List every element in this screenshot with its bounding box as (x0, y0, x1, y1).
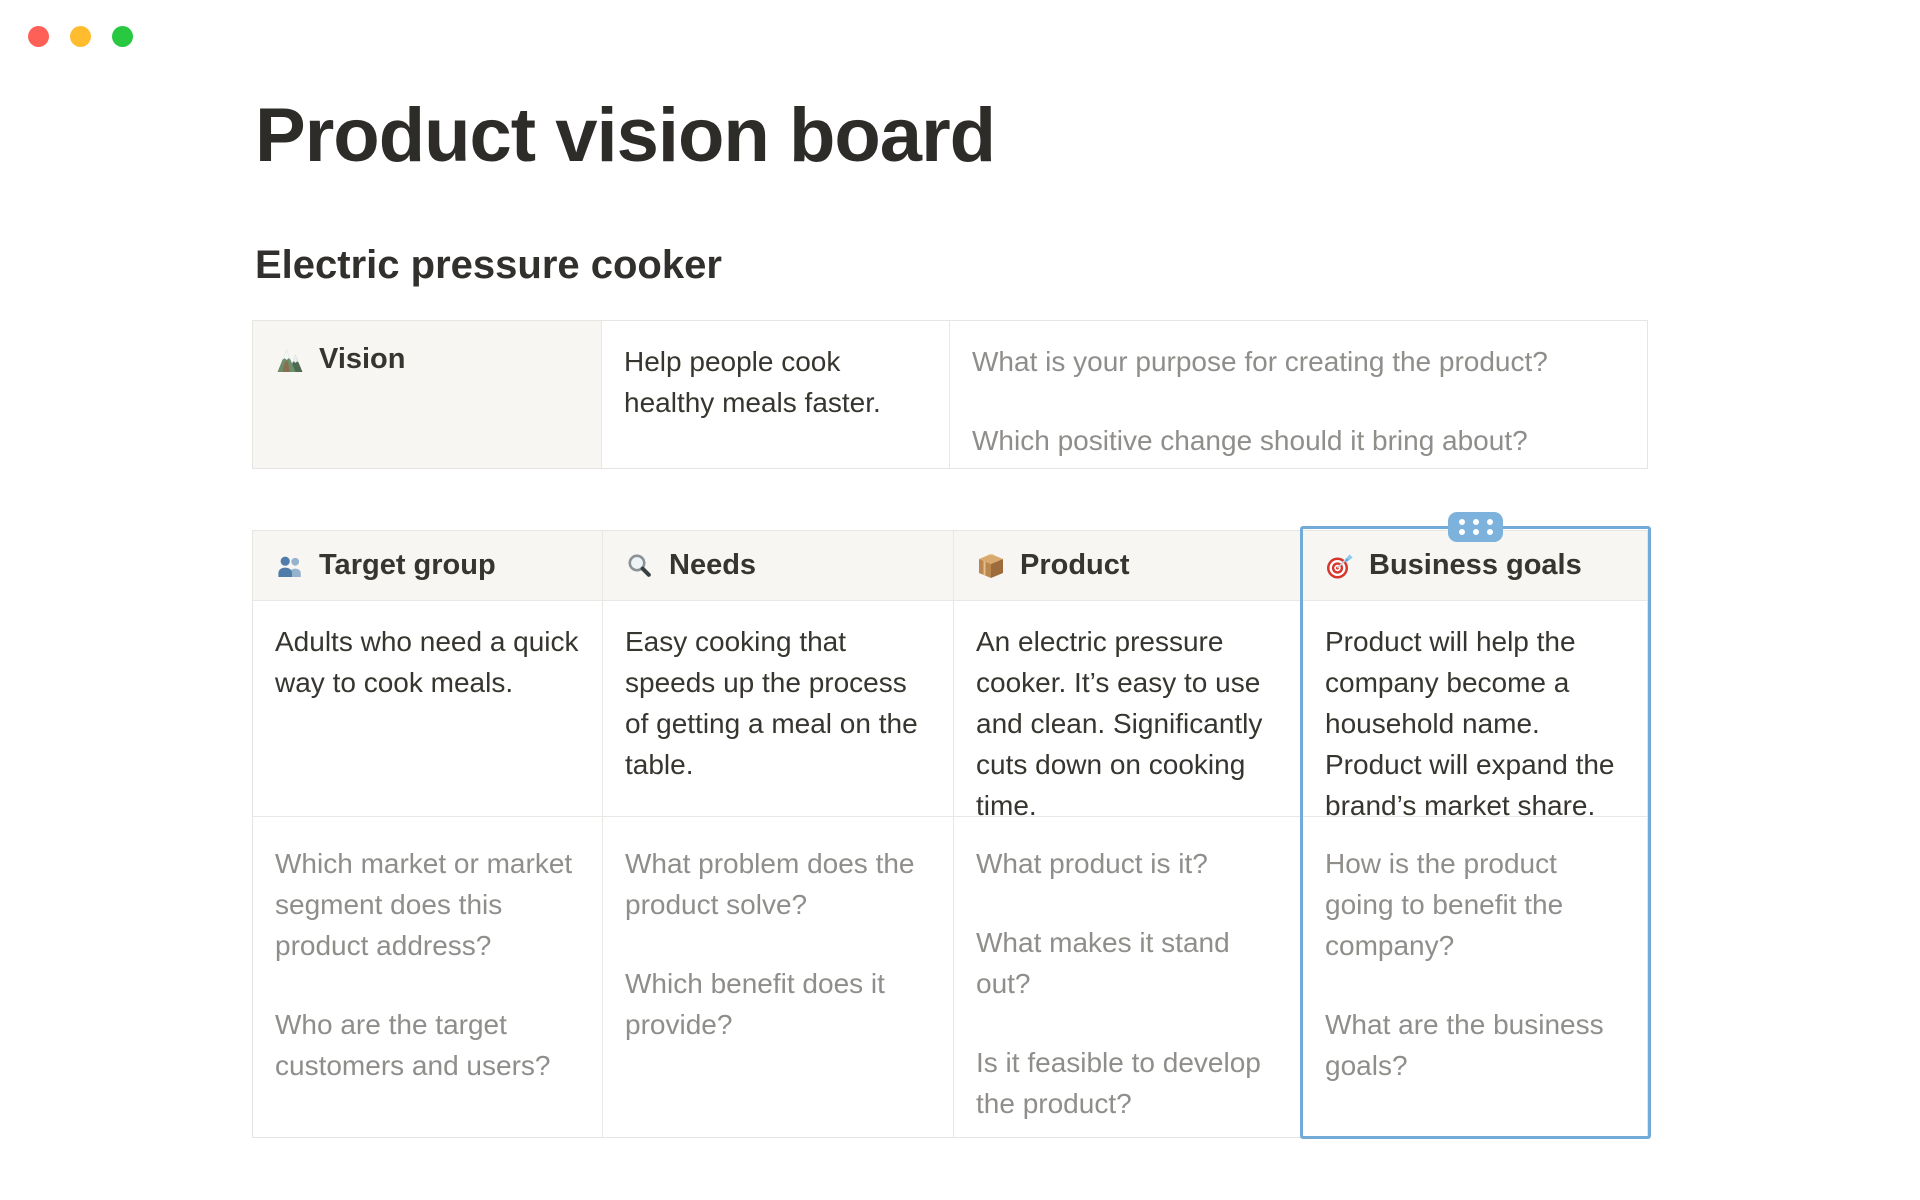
header-cell-target-group[interactable]: Target group (253, 531, 603, 601)
vision-header-label: Vision (319, 343, 406, 375)
header-label: Needs (669, 549, 757, 581)
answer-cell-product[interactable]: An electric pressure cooker. It’s easy t… (954, 601, 1303, 817)
answer-cell-target-group[interactable]: Adults who need a quick way to cook meal… (253, 601, 603, 817)
vision-prompt: Which positive change should it bring ab… (972, 425, 1528, 456)
page-title[interactable]: Product vision board (255, 93, 996, 178)
prompt: Who are the target customers and users? (275, 1009, 551, 1081)
drag-dot (1458, 529, 1465, 535)
prompt: What product is it? (976, 848, 1208, 879)
board-table: Target group Needs Product (252, 530, 1648, 1138)
minimize-button[interactable] (70, 26, 91, 47)
prompt: Which benefit does it provide? (625, 968, 885, 1040)
prompt: What are the business goals? (1325, 1009, 1604, 1081)
prompt: What makes it stand out? (976, 927, 1230, 999)
prompt: Is it feasible to develop the product? (976, 1047, 1261, 1119)
mountain-emoji (277, 349, 303, 372)
window-controls (28, 26, 133, 47)
header-cell-needs[interactable]: Needs (603, 531, 954, 601)
busts-in-silhouette-emoji (278, 556, 301, 577)
package-emoji (979, 553, 1003, 578)
prompts-cell-business-goals[interactable]: How is the product going to benefit the … (1303, 817, 1647, 1137)
dart-target-emoji (1327, 554, 1353, 578)
drag-dot (1486, 519, 1493, 525)
prompts-cell-product[interactable]: What product is it? What makes it stand … (954, 817, 1303, 1137)
close-button[interactable] (28, 26, 49, 47)
page-subtitle[interactable]: Electric pressure cooker (255, 243, 722, 287)
magnifying-glass-emoji (628, 554, 651, 577)
drag-dot (1486, 529, 1493, 535)
vision-table: Vision Help people cook healthy meals fa… (252, 320, 1648, 469)
vision-prompt: What is your purpose for creating the pr… (972, 346, 1548, 377)
vision-answer-cell[interactable]: Help people cook healthy meals faster. (602, 321, 950, 468)
zoom-button[interactable] (112, 26, 133, 47)
vision-prompts-cell[interactable]: What is your purpose for creating the pr… (950, 321, 1647, 468)
prompts-cell-needs[interactable]: What problem does the product solve? Whi… (603, 817, 954, 1137)
header-label: Business goals (1369, 549, 1582, 581)
header-label: Product (1020, 549, 1130, 581)
header-cell-product[interactable]: Product (954, 531, 1303, 601)
prompt: How is the product going to benefit the … (1325, 848, 1564, 961)
prompt: What problem does the product solve? (625, 848, 915, 920)
drag-dot (1472, 529, 1479, 535)
answer-cell-needs[interactable]: Easy cooking that speeds up the process … (603, 601, 954, 817)
prompts-cell-target-group[interactable]: Which market or market segment does this… (253, 817, 603, 1137)
answer-cell-business-goals[interactable]: Product will help the company become a h… (1303, 601, 1647, 817)
header-label: Target group (319, 549, 496, 581)
column-drag-handle[interactable] (1448, 512, 1503, 542)
prompt: Which market or market segment does this… (275, 848, 573, 961)
header-cell-business-goals[interactable]: Business goals (1303, 531, 1647, 601)
drag-dot (1472, 519, 1479, 525)
drag-dot (1458, 519, 1465, 525)
vision-header-cell[interactable]: Vision (253, 321, 602, 468)
